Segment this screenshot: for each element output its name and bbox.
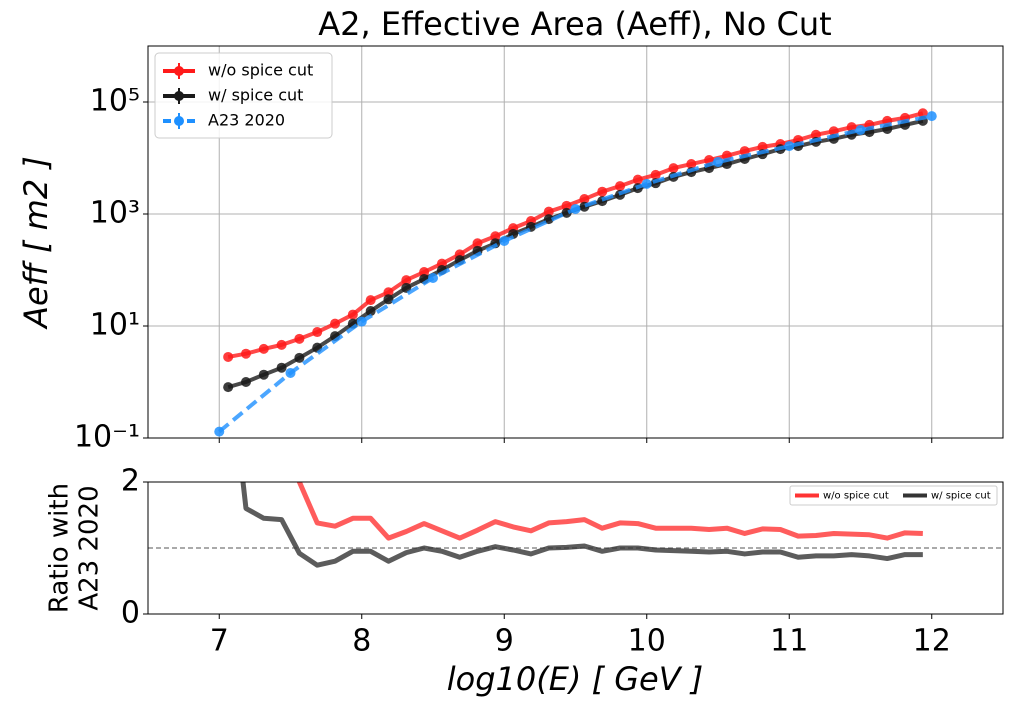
marker [223,382,234,393]
y-axis-label: A23 2020 [75,485,105,610]
x-tick-label: 10 [628,624,666,659]
marker [757,141,768,152]
marker [686,159,697,170]
series-line [227,118,924,390]
marker [810,129,821,140]
x-tick-label: 7 [210,624,229,659]
marker [240,377,251,387]
marker [499,235,510,246]
marker [926,111,937,122]
marker [294,352,305,363]
marker [543,206,554,217]
marker [855,125,866,136]
marker [276,362,287,373]
marker [570,203,581,214]
marker [668,163,679,174]
marker [285,367,296,378]
chart-title: A2, Effective Area (Aeff), No Cut [318,5,831,43]
marker [214,426,225,437]
x-tick-label: 12 [913,624,951,659]
plot-area [240,482,923,568]
legend-label: w/ spice cut [208,86,303,105]
legend-label: w/ spice cut [931,491,991,502]
marker [347,309,358,320]
y-tick-label: 0 [121,596,140,631]
marker [428,272,438,283]
plot-area [214,108,937,437]
y-tick-label: 10⁵ [90,84,140,119]
y-axis-label: Aeff [ m2 ] [17,156,55,330]
plot-frame [147,481,1004,615]
marker [472,238,483,249]
marker [401,282,412,293]
marker [579,194,590,205]
x-axis-label: log10(E) [ GeV ] [447,660,704,698]
marker [365,295,376,306]
x-tick-label: 8 [352,624,371,659]
y-tick-label: 10¹ [90,308,140,343]
legend-label: w/o spice cut [208,61,313,80]
marker [615,181,626,192]
marker [383,294,394,305]
marker [490,231,501,242]
marker [258,343,269,354]
marker [713,156,723,167]
marker [632,174,643,185]
marker [401,275,412,286]
legend-box [154,52,333,139]
marker [312,327,323,338]
legend-box [789,485,998,506]
marker [365,306,376,317]
plot-frame [147,45,1004,439]
marker [543,214,554,225]
series-line [296,482,923,541]
legend-label: A23 2020 [208,111,285,130]
marker [784,141,795,152]
y-tick-label: 10⁻¹ [74,420,140,455]
marker [597,186,608,197]
series-line [240,482,923,568]
marker [330,318,341,329]
marker [356,316,367,327]
marker [258,369,269,380]
marker [419,267,430,278]
series-line [227,111,924,359]
y-axis-label: Ratio with [45,483,75,613]
marker [561,200,572,211]
marker [276,339,287,350]
series-line [217,114,933,434]
marker [650,169,661,180]
marker [294,333,305,344]
y-tick-label: 2 [121,464,140,499]
marker [383,287,394,298]
y-tick-label: 10³ [90,196,140,231]
marker [240,348,251,359]
marker [223,351,234,362]
x-tick-label: 9 [495,624,514,659]
marker [641,178,652,189]
x-tick-label: 11 [770,624,808,659]
legend-label: w/o spice cut [823,491,889,502]
